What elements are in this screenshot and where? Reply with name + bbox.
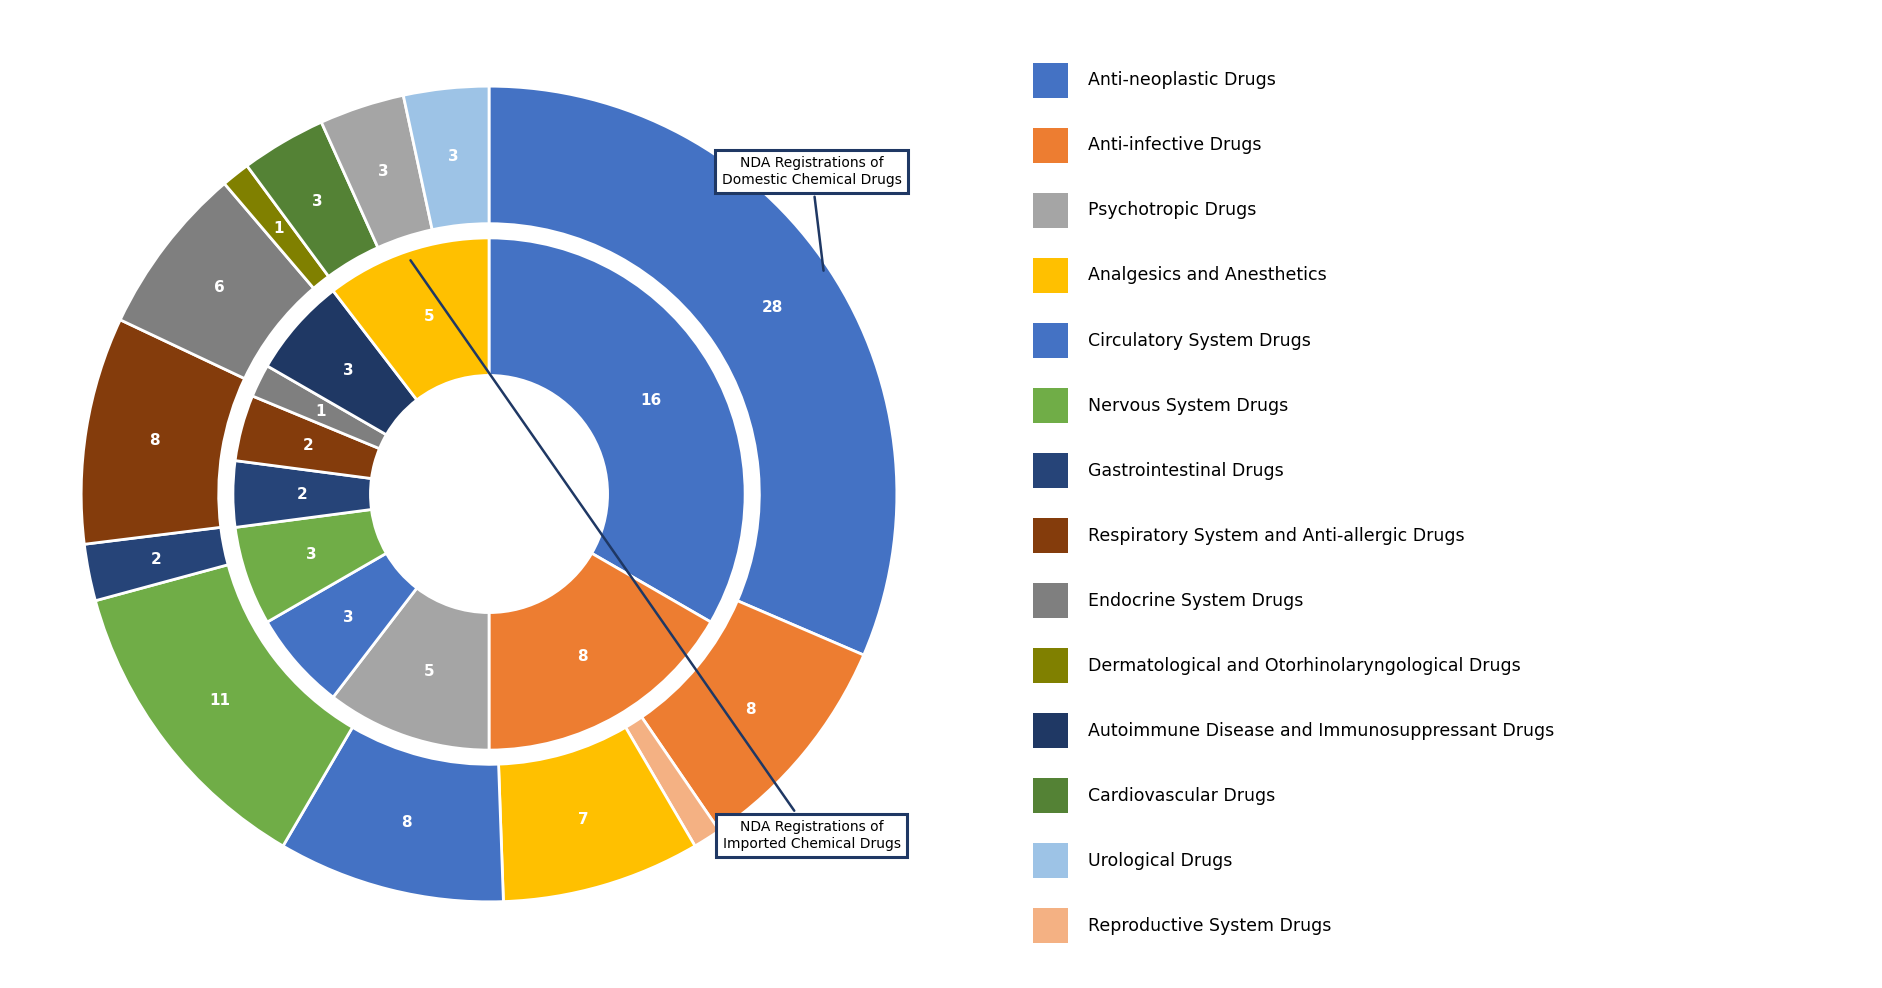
- Bar: [1033, 128, 1067, 163]
- Wedge shape: [333, 238, 489, 400]
- Text: Urological Drugs: Urological Drugs: [1088, 852, 1233, 869]
- Text: 11: 11: [209, 693, 230, 707]
- Bar: [1033, 779, 1067, 813]
- Text: Analgesics and Anesthetics: Analgesics and Anesthetics: [1088, 267, 1327, 285]
- Text: 8: 8: [401, 815, 412, 830]
- Text: Circulatory System Drugs: Circulatory System Drugs: [1088, 332, 1312, 350]
- Text: 6: 6: [215, 281, 226, 295]
- Bar: [1033, 844, 1067, 878]
- Wedge shape: [499, 727, 694, 902]
- Wedge shape: [96, 565, 352, 846]
- Wedge shape: [489, 238, 745, 622]
- Text: 5: 5: [423, 309, 435, 324]
- Wedge shape: [120, 184, 314, 378]
- Text: 2: 2: [151, 552, 162, 567]
- Text: 8: 8: [578, 649, 587, 664]
- Text: 3: 3: [307, 546, 316, 562]
- Bar: [1033, 194, 1067, 228]
- Text: 8: 8: [149, 433, 160, 448]
- Bar: [1033, 648, 1067, 683]
- Text: 5: 5: [423, 664, 435, 679]
- Bar: [1033, 323, 1067, 358]
- Wedge shape: [233, 460, 371, 528]
- Wedge shape: [267, 290, 416, 435]
- Text: 28: 28: [762, 300, 783, 315]
- Wedge shape: [224, 166, 329, 288]
- Wedge shape: [322, 95, 433, 248]
- Wedge shape: [625, 717, 719, 846]
- Wedge shape: [282, 727, 502, 902]
- Text: 3: 3: [343, 363, 354, 378]
- Text: 3: 3: [343, 610, 354, 625]
- Text: Endocrine System Drugs: Endocrine System Drugs: [1088, 592, 1304, 610]
- Text: 1: 1: [273, 221, 284, 236]
- Bar: [1033, 519, 1067, 553]
- Wedge shape: [489, 86, 898, 655]
- Text: Gastrointestinal Drugs: Gastrointestinal Drugs: [1088, 461, 1284, 479]
- Bar: [1033, 583, 1067, 618]
- Bar: [1033, 453, 1067, 488]
- Wedge shape: [252, 366, 386, 449]
- Text: 3: 3: [312, 194, 324, 208]
- Text: 7: 7: [578, 812, 589, 827]
- Text: 2: 2: [295, 486, 307, 502]
- Text: Dermatological and Otorhinolaryngological Drugs: Dermatological and Otorhinolaryngologica…: [1088, 657, 1521, 675]
- Bar: [1033, 258, 1067, 292]
- Text: Psychotropic Drugs: Psychotropic Drugs: [1088, 202, 1257, 219]
- Text: 2: 2: [303, 438, 314, 453]
- Bar: [1033, 909, 1067, 943]
- Text: Autoimmune Disease and Immunosuppressant Drugs: Autoimmune Disease and Immunosuppressant…: [1088, 721, 1555, 740]
- Text: Reproductive System Drugs: Reproductive System Drugs: [1088, 917, 1332, 935]
- Text: 16: 16: [640, 393, 662, 408]
- Bar: [1033, 713, 1067, 748]
- Wedge shape: [81, 320, 245, 544]
- Text: Nervous System Drugs: Nervous System Drugs: [1088, 396, 1289, 415]
- Wedge shape: [235, 510, 386, 622]
- Bar: [1033, 63, 1067, 98]
- Wedge shape: [642, 601, 864, 831]
- Text: NDA Registrations of
Domestic Chemical Drugs: NDA Registrations of Domestic Chemical D…: [721, 156, 901, 271]
- Wedge shape: [267, 553, 416, 698]
- Text: Respiratory System and Anti-allergic Drugs: Respiratory System and Anti-allergic Dru…: [1088, 527, 1464, 544]
- Text: Cardiovascular Drugs: Cardiovascular Drugs: [1088, 786, 1276, 804]
- Text: 3: 3: [448, 149, 459, 164]
- Wedge shape: [247, 123, 378, 277]
- Bar: [1033, 388, 1067, 423]
- Wedge shape: [235, 396, 380, 478]
- Wedge shape: [85, 528, 228, 601]
- Wedge shape: [333, 588, 489, 750]
- Text: 3: 3: [378, 164, 388, 180]
- Text: 1: 1: [316, 404, 326, 419]
- Text: Anti-infective Drugs: Anti-infective Drugs: [1088, 136, 1261, 154]
- Text: NDA Registrations of
Imported Chemical Drugs: NDA Registrations of Imported Chemical D…: [410, 260, 900, 851]
- Text: 8: 8: [745, 701, 757, 717]
- Wedge shape: [403, 86, 489, 230]
- Text: Anti-neoplastic Drugs: Anti-neoplastic Drugs: [1088, 71, 1276, 90]
- Wedge shape: [489, 553, 711, 750]
